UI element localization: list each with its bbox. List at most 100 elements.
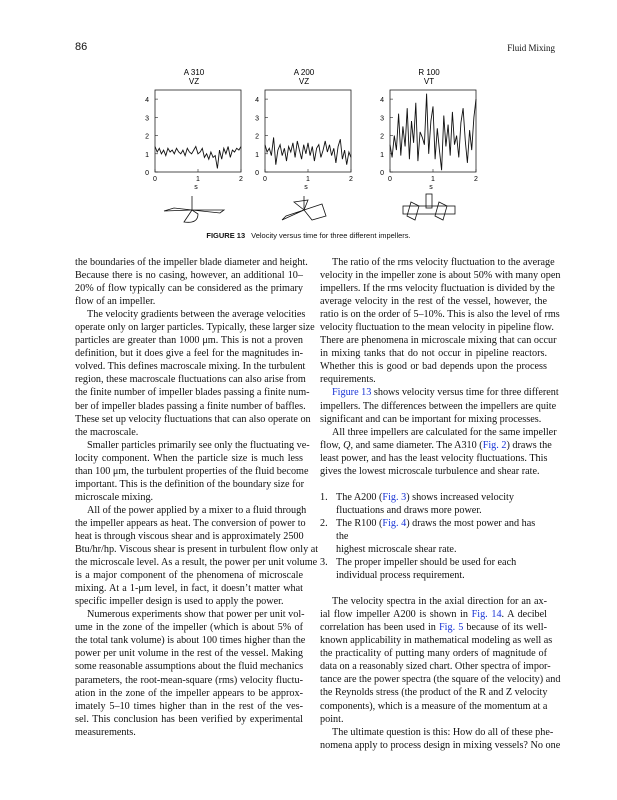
impeller-R100-drawing <box>402 193 456 221</box>
line: impellers. The differences between the i… <box>320 400 557 412</box>
right-column: The ratio of the rms velocity fluctuatio… <box>320 256 561 752</box>
text: shows velocity versus time for three dif… <box>371 387 559 399</box>
fig-5-link[interactable]: Fig. 5 <box>439 622 464 634</box>
line: velocity in the impeller zone is about 5… <box>320 270 561 282</box>
line: volved. This defines macroscale mixing. … <box>75 361 306 373</box>
flow-symbol: Q <box>343 439 351 451</box>
x-tick-label: 1 <box>431 176 435 183</box>
blade <box>434 201 448 221</box>
y-tick-label: 0 <box>255 170 259 177</box>
impeller-A310-drawing <box>163 196 226 223</box>
paragraph: the boundaries of the impeller blade dia… <box>75 256 308 308</box>
line: Btu/hr/hp. Viscous shear is present in t… <box>75 544 319 556</box>
line: the Reynolds stress (the product of the … <box>320 687 548 699</box>
x-tick-label: 2 <box>239 176 243 183</box>
y-tick-label: 1 <box>380 152 384 159</box>
line: particles are greater than 1000 μm. This… <box>75 335 303 347</box>
line: microscale mixing. <box>75 491 154 503</box>
line: impellers. If the rms velocity fluctuati… <box>320 283 555 295</box>
text: ial flow impeller A200 is shown in <box>320 609 472 621</box>
text: ) shows increased velocity <box>406 491 514 503</box>
line: specific impeller design is used to appl… <box>75 596 284 608</box>
line: ber of impeller blades passing a finite … <box>75 400 306 412</box>
line: locity component. When the particle size… <box>75 452 303 464</box>
y-tick-label: 2 <box>380 134 384 141</box>
text: ) draws the <box>506 439 552 451</box>
line: All of the power applied by a mixer to a… <box>87 504 307 516</box>
chart-title: A 200 <box>294 68 315 77</box>
x-tick-label: 2 <box>349 176 353 183</box>
figure-caption-text: Velocity versus time for three different… <box>251 231 411 240</box>
line: tance are the power spectra (the square … <box>320 674 561 686</box>
line: components), which is a measure of the m… <box>320 700 548 712</box>
figure-13-link[interactable]: Figure 13 <box>332 387 372 399</box>
y-tick-label: 3 <box>145 115 149 122</box>
line: the macroscale. <box>75 426 139 438</box>
blade <box>281 209 305 221</box>
text: individual process requirement. <box>336 570 465 582</box>
line: The velocity spectra in the axial direct… <box>332 596 547 608</box>
line: known applicability in mathematical mode… <box>320 635 553 647</box>
series-line-R100 <box>389 93 477 171</box>
line: least power, and has the least velocity … <box>320 452 548 464</box>
paragraph: All three impellers are calculated for t… <box>320 426 557 478</box>
text: . A decibel <box>501 609 547 621</box>
chart-subtitle: VZ <box>189 77 199 86</box>
figure-label: FIGURE 13 <box>206 231 246 240</box>
list-number: 1. <box>320 491 328 503</box>
line: The ratio of the rms velocity fluctuatio… <box>332 257 555 268</box>
series-line-A310 <box>154 145 242 169</box>
y-tick-label: 1 <box>145 152 149 159</box>
line: nomena apply to process design in mixing… <box>320 739 561 751</box>
x-axis-label: s <box>429 184 433 191</box>
line: The ultimate question is this: How do al… <box>332 726 554 738</box>
line: the total tank volume) is about 100 time… <box>75 635 306 647</box>
line: definition, but it does give a feel for … <box>75 348 303 360</box>
disc <box>402 205 456 215</box>
list-item: 3. The proper impeller should be used for… <box>320 556 547 582</box>
fig-3-link[interactable]: Fig. 3 <box>382 491 407 503</box>
line: average velocity in the rest of the vess… <box>320 296 547 308</box>
line: point. <box>320 713 344 725</box>
y-tick-label: 0 <box>380 170 384 177</box>
line: significant and can be important for mix… <box>320 413 542 425</box>
paragraph: Figure 13 shows velocity versus time for… <box>320 386 559 425</box>
line: gives the lowest microscale turbulence a… <box>320 465 540 477</box>
line: Numerous experiments show that power per… <box>87 609 305 621</box>
text: correlation has been used in <box>320 622 439 634</box>
series-line-A200 <box>264 137 352 165</box>
paragraph: The ratio of the rms velocity fluctuatio… <box>320 256 561 386</box>
fig-14-link[interactable]: Fig. 14 <box>471 609 502 621</box>
line: important. This is the definition of the… <box>75 478 304 490</box>
y-tick-label: 4 <box>380 97 384 104</box>
paragraph: The velocity spectra in the axial direct… <box>320 595 561 725</box>
fig-4-link[interactable]: Fig. 4 <box>382 517 407 529</box>
blade <box>183 209 199 223</box>
x-axis-label: s <box>304 184 308 191</box>
numbered-list: 1. The A200 (Fig. 3) shows increased velo… <box>320 491 547 582</box>
y-tick-label: 1 <box>255 152 259 159</box>
text: The R100 ( <box>336 517 383 529</box>
text: The proper impeller should be used for e… <box>336 557 517 569</box>
text: fluctuations and draws more power. <box>336 504 482 516</box>
line: region, these macroscale fluctuations ca… <box>75 374 306 386</box>
x-tick-label: 1 <box>196 176 200 183</box>
text: highest microscale shear rate. <box>336 543 457 555</box>
chart-title: R 100 <box>418 68 440 77</box>
paragraph: All of the power applied by a mixer to a… <box>75 504 319 608</box>
line: than 100 μm, the turbulent properties of… <box>75 465 309 477</box>
y-tick-label: 2 <box>145 134 149 141</box>
y-tick-label: 0 <box>145 170 149 177</box>
fig-2-link[interactable]: Fig. 2 <box>482 439 507 451</box>
x-tick-label: 0 <box>153 176 157 183</box>
blade <box>191 209 226 214</box>
impeller-A200-drawing <box>281 196 327 221</box>
line: mixing. At a 1-μm level, in fact, it doe… <box>75 583 303 595</box>
x-tick-label: 1 <box>306 176 310 183</box>
y-tick-label: 2 <box>255 134 259 141</box>
line: These set up velocity fluctuations that … <box>75 413 311 425</box>
line: sel. This conclusion has been verified b… <box>75 713 303 725</box>
list-number: 2. <box>320 517 328 529</box>
